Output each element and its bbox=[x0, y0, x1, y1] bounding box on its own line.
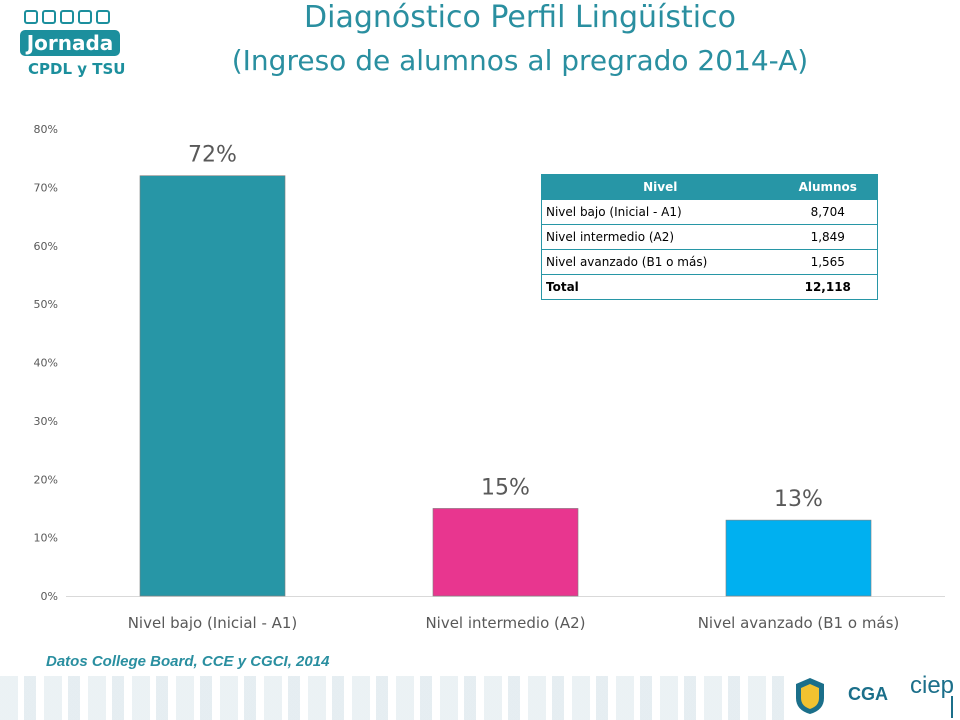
logo-subtitle: CPDL y TSU bbox=[28, 60, 126, 78]
logo-icons bbox=[24, 10, 110, 24]
y-tick-label: 10% bbox=[34, 532, 58, 545]
x-tick-label: Nivel intermedio (A2) bbox=[425, 614, 585, 632]
bar bbox=[725, 519, 872, 597]
building-icon bbox=[42, 10, 56, 24]
x-tick-label: Nivel bajo (Inicial - A1) bbox=[128, 614, 298, 632]
y-tick-label: 20% bbox=[34, 473, 58, 486]
book-icon bbox=[24, 10, 38, 24]
source-note: Datos College Board, CCE y CGCI, 2014 bbox=[46, 653, 330, 670]
clock-icon bbox=[78, 10, 92, 24]
table-cell-alumnos: 8,704 bbox=[778, 200, 878, 225]
y-tick-label: 60% bbox=[34, 240, 58, 253]
cga-logo: CGA bbox=[848, 684, 888, 704]
logo-text: Jornada bbox=[20, 30, 120, 56]
table-header-alumnos: Alumnos bbox=[778, 174, 878, 200]
data-label: 13% bbox=[774, 487, 823, 512]
footer-pattern bbox=[0, 676, 790, 720]
x-tick-label: Nivel avanzado (B1 o más) bbox=[698, 614, 900, 632]
y-tick-label: 70% bbox=[34, 181, 58, 194]
page-title: Diagnóstico Perfil Lingüístico bbox=[304, 0, 736, 35]
table-cell-alumnos: 1,565 bbox=[778, 249, 878, 275]
y-tick-label: 80% bbox=[34, 123, 58, 136]
monitor-icon bbox=[60, 10, 74, 24]
bar-chart: 0% 10% 20% 30% 40% 50% 60% 70% 80% 72% Nivel bajo … bbox=[34, 123, 945, 632]
table-header-row: Nivel Alumnos bbox=[541, 174, 878, 200]
table-total-value: 12,118 bbox=[804, 280, 851, 294]
page-subtitle: (Ingreso de alumnos al pregrado 2014-A) bbox=[231, 44, 809, 77]
y-tick-label: 50% bbox=[34, 298, 58, 311]
table-total-label: Total bbox=[546, 280, 579, 294]
notebook-icon bbox=[96, 10, 110, 24]
ciep-logo: ciep bbox=[910, 672, 955, 699]
table-header-nivel: Nivel bbox=[541, 174, 779, 200]
bar bbox=[432, 508, 579, 597]
bar bbox=[139, 175, 286, 597]
y-tick-label: 40% bbox=[34, 357, 58, 370]
y-tick-label: 0% bbox=[41, 590, 58, 603]
table-row: Nivel avanzado (B1 o más) 1,565 bbox=[541, 249, 878, 275]
jornada-logo: Jornada CPDL y TSU bbox=[18, 10, 128, 78]
students-table: Nivel Alumnos Nivel bajo (Inicial - A1) … bbox=[541, 174, 878, 300]
data-label: 72% bbox=[188, 143, 237, 168]
table-total-row: Total 12,118 bbox=[542, 275, 878, 300]
table-cell-nivel: Nivel bajo (Inicial - A1) bbox=[541, 200, 779, 225]
y-tick-label: 30% bbox=[34, 415, 58, 428]
data-label: 15% bbox=[481, 475, 530, 500]
table-cell-nivel: Nivel intermedio (A2) bbox=[541, 224, 779, 250]
table-cell-alumnos: 1,849 bbox=[778, 224, 878, 250]
ciep-logo-stroke bbox=[951, 696, 953, 718]
university-seal-icon bbox=[796, 678, 824, 714]
table-cell-nivel: Nivel avanzado (B1 o más) bbox=[541, 249, 779, 275]
table-row: Nivel bajo (Inicial - A1) 8,704 bbox=[541, 200, 878, 225]
table-row: Nivel intermedio (A2) 1,849 bbox=[541, 224, 878, 250]
